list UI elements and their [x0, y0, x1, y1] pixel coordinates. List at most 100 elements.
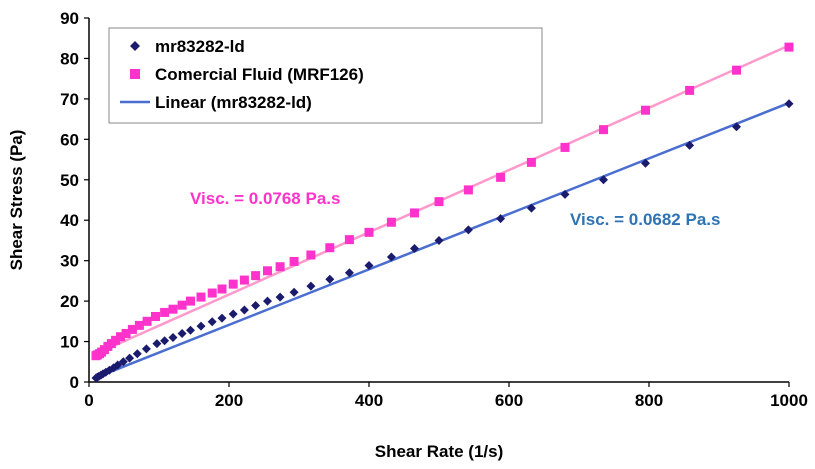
data-point-mr83282: [732, 122, 741, 132]
ticks: 0 200 400 600 800 1000 0 10 20 30 40 50 60 70 80 90: [60, 9, 808, 410]
data-point-commercial-fluid: [306, 250, 316, 260]
data-point-commercial-fluid: [386, 217, 396, 227]
y-tick-label: 60: [60, 130, 79, 149]
data-point-commercial-fluid: [196, 292, 206, 302]
legend-label-mr83282: mr83282-ld: [155, 37, 245, 56]
data-point-mr83282: [325, 274, 335, 284]
data-point-commercial-fluid: [784, 42, 794, 52]
data-point-mr83282: [228, 309, 238, 319]
data-point-commercial-fluid: [127, 324, 137, 334]
data-point-commercial-fluid: [239, 275, 249, 285]
data-points: [91, 42, 794, 383]
data-point-commercial-fluid: [275, 262, 285, 272]
data-point-commercial-fluid: [207, 288, 217, 298]
data-point-commercial-fluid: [410, 208, 419, 218]
data-point-mr83282: [344, 268, 354, 278]
data-point-mr83282: [641, 158, 650, 168]
data-point-commercial-fluid: [151, 311, 160, 321]
data-point-mr83282: [217, 313, 227, 323]
axes: [88, 18, 789, 383]
legend-box: [108, 27, 543, 124]
annotation-mr83282-viscosity: Visc. = 0.0682 Pa.s: [570, 210, 720, 229]
data-point-commercial-fluid: [364, 227, 374, 237]
data-point-mr83282: [177, 328, 187, 338]
data-point-commercial-fluid: [168, 304, 178, 314]
data-point-commercial-fluid: [217, 284, 227, 294]
data-point-mr83282: [526, 203, 536, 213]
data-point-commercial-fluid: [641, 105, 650, 115]
data-point-mr83282: [599, 175, 608, 185]
data-point-mr83282: [118, 357, 128, 367]
x-tick-label: 400: [355, 391, 383, 410]
data-point-commercial-fluid: [560, 142, 570, 152]
data-point-mr83282: [306, 281, 316, 291]
data-point-commercial-fluid: [186, 296, 195, 306]
y-tick-label: 90: [60, 9, 79, 28]
data-point-mr83282: [685, 140, 695, 150]
data-point-mr83282: [125, 353, 135, 363]
y-tick-label: 40: [60, 211, 79, 230]
y-tick-label: 10: [60, 333, 79, 352]
data-point-commercial-fluid: [344, 235, 354, 245]
data-point-mr83282: [207, 317, 217, 327]
data-point-commercial-fluid: [496, 172, 506, 182]
data-point-mr83282: [410, 244, 419, 254]
data-point-mr83282: [251, 301, 261, 311]
data-point-commercial-fluid: [732, 65, 741, 75]
data-point-commercial-fluid: [289, 256, 299, 266]
data-point-mr83282: [263, 296, 272, 306]
data-point-mr83282: [275, 292, 285, 302]
data-point-mr83282: [434, 235, 444, 245]
x-tick-label: 1000: [770, 391, 808, 410]
legend-label-commercial: Comercial Fluid (MRF126): [155, 65, 364, 84]
x-tick-label: 0: [84, 391, 93, 410]
data-point-mr83282: [160, 336, 170, 346]
y-tick-label: 50: [60, 171, 79, 190]
data-point-mr83282: [132, 349, 142, 359]
data-point-mr83282: [152, 339, 162, 349]
data-point-mr83282: [239, 305, 249, 315]
data-point-mr83282: [386, 252, 396, 262]
data-point-mr83282: [784, 99, 794, 109]
data-point-mr83282: [496, 214, 506, 224]
data-point-mr83282: [463, 225, 473, 235]
annotation-commercial-viscosity: Visc. = 0.0768 Pa.s: [190, 189, 340, 208]
data-point-commercial-fluid: [325, 243, 335, 253]
data-point-commercial-fluid: [142, 316, 152, 326]
x-axis-title: Shear Rate (1/s): [375, 442, 504, 461]
x-tick-label: 600: [495, 391, 523, 410]
y-tick-label: 70: [60, 90, 79, 109]
legend: mr83282-ld Comercial Fluid (MRF126) Line…: [108, 27, 543, 124]
data-point-commercial-fluid: [434, 197, 444, 207]
data-point-mr83282: [289, 287, 299, 297]
legend-label-linear: Linear (mr83282-ld): [155, 93, 312, 112]
data-point-commercial-fluid: [251, 271, 261, 281]
data-point-mr83282: [141, 344, 151, 354]
data-point-mr83282: [196, 321, 206, 331]
y-tick-label: 80: [60, 49, 79, 68]
data-point-commercial-fluid: [263, 266, 272, 276]
data-point-mr83282: [560, 189, 570, 199]
data-point-commercial-fluid: [160, 307, 170, 317]
y-tick-label: 20: [60, 292, 79, 311]
y-tick-label: 0: [70, 373, 79, 392]
legend-diamond-marker: [130, 41, 140, 51]
data-point-commercial-fluid: [463, 185, 473, 195]
legend-square-marker: [130, 69, 140, 79]
data-point-commercial-fluid: [685, 85, 695, 95]
data-point-mr83282: [364, 261, 374, 271]
data-point-commercial-fluid: [111, 335, 121, 345]
data-point-commercial-fluid: [177, 300, 187, 310]
data-point-commercial-fluid: [121, 328, 131, 338]
y-tick-label: 30: [60, 252, 79, 271]
data-point-commercial-fluid: [134, 320, 144, 330]
data-point-commercial-fluid: [228, 279, 238, 289]
x-tick-label: 200: [215, 391, 243, 410]
data-point-commercial-fluid: [526, 157, 536, 167]
y-axis-title: Shear Stress (Pa): [7, 130, 26, 271]
data-point-commercial-fluid: [599, 125, 608, 135]
data-point-mr83282: [186, 325, 195, 335]
x-tick-label: 800: [635, 391, 663, 410]
data-point-commercial-fluid: [116, 332, 125, 342]
